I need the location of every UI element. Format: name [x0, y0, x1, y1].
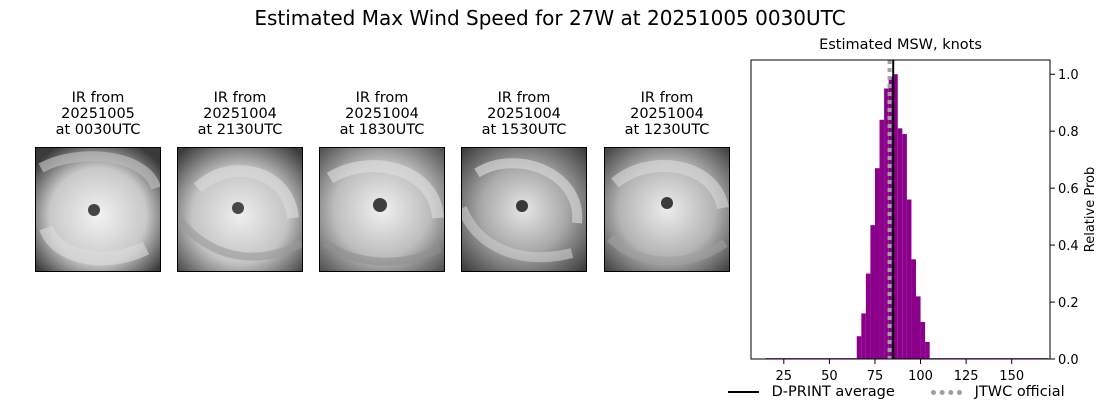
- ir-panel-caption-line: IR from: [640, 90, 694, 106]
- ir-panel-date: 20251004: [487, 106, 561, 122]
- legend-jtwc-label: JTWC official: [974, 384, 1065, 400]
- histogram-bar: [856, 336, 862, 359]
- figure-title: Estimated Max Wind Speed for 27W at 2025…: [254, 6, 846, 30]
- ir-panel-title: IR from 20251005 at 0030UTC: [35, 90, 161, 138]
- ir-panel-5: IR from 20251004 at 1230UTC: [604, 90, 730, 138]
- histogram-bar: [915, 296, 921, 359]
- ir-image-graphic: [320, 148, 444, 271]
- x-tick-label: 125: [954, 369, 979, 380]
- ir-panel-1: IR from 20251005 at 0030UTC: [35, 90, 161, 138]
- ir-panel-time: at 0030UTC: [55, 122, 141, 138]
- histogram-bar: [865, 273, 871, 359]
- histogram-bar: [902, 134, 907, 359]
- ir-panel-title: IR from 20251004 at 2130UTC: [177, 90, 303, 138]
- ir-panel-title: IR from 20251004 at 1230UTC: [604, 90, 730, 138]
- plot-frame: [750, 59, 1051, 360]
- y-tick-label: 0.0: [1058, 353, 1079, 368]
- x-tick-label: 75: [867, 369, 884, 380]
- ir-image-1: [35, 147, 161, 272]
- ir-image-2: [177, 147, 303, 272]
- ir-panel-time: at 1230UTC: [624, 122, 710, 138]
- ir-panel-caption-line: IR from: [213, 90, 267, 106]
- ir-panel-time: at 1830UTC: [339, 122, 425, 138]
- y-tick-label: 0.8: [1058, 125, 1079, 140]
- y-axis-label: Relative Prob: [1083, 167, 1098, 252]
- chart-title: Estimated MSW, knots: [819, 37, 982, 53]
- histogram-bar: [884, 88, 889, 359]
- legend-jtwc-swatch: [931, 389, 962, 395]
- ir-image-graphic: [605, 148, 729, 271]
- x-tick-label: 50: [821, 369, 838, 380]
- histogram-bar: [925, 341, 930, 359]
- ir-panel-title: IR from 20251004 at 1530UTC: [461, 90, 587, 138]
- ir-panel-caption-line: IR from: [355, 90, 409, 106]
- ir-image-5: [604, 147, 730, 272]
- ir-image-graphic: [36, 148, 160, 271]
- ir-panel-title: IR from 20251004 at 1830UTC: [319, 90, 445, 138]
- ir-panel-date: 20251004: [630, 106, 704, 122]
- ir-panel-time: at 2130UTC: [197, 122, 283, 138]
- legend-jtwc: JTWC official: [931, 384, 1065, 400]
- y-tick-label: 0.6: [1058, 182, 1079, 197]
- ir-panel-caption-line: IR from: [497, 90, 551, 106]
- y-tick-label: 0.4: [1058, 239, 1079, 254]
- ir-panel-date: 20251005: [61, 106, 135, 122]
- ir-panel-caption-line: IR from: [71, 90, 125, 106]
- ir-image-3: [319, 147, 445, 272]
- ir-image-graphic: [462, 148, 586, 271]
- x-tick-label: 150: [999, 369, 1024, 380]
- msw-histogram-chart: Estimated MSW, knots 25 50 75 100 125 150 0.0 0.…: [750, 37, 1098, 380]
- ir-panel-date: 20251004: [203, 106, 277, 122]
- histogram-bar: [874, 168, 880, 359]
- histogram-bar: [920, 321, 926, 359]
- legend-dprint: D-PRINT average: [728, 384, 895, 400]
- y-tick-label: 0.2: [1058, 296, 1079, 311]
- ir-image-4: [461, 147, 587, 272]
- ir-image-graphic: [178, 148, 302, 271]
- histogram-bar: [911, 259, 916, 359]
- histogram-bar: [897, 128, 903, 359]
- ir-panel-4: IR from 20251004 at 1530UTC: [461, 90, 587, 138]
- histogram-bar: [879, 119, 885, 359]
- histogram-bar: [893, 74, 898, 359]
- ir-panel-3: IR from 20251004 at 1830UTC: [319, 90, 445, 138]
- histogram-bar: [870, 225, 875, 359]
- histogram-bar: [861, 313, 866, 359]
- ir-panel-2: IR from 20251004 at 2130UTC: [177, 90, 303, 138]
- ir-panel-date: 20251004: [345, 106, 419, 122]
- legend-dprint-label: D-PRINT average: [771, 384, 895, 400]
- legend-dprint-swatch: [728, 391, 759, 393]
- histogram-bar: [888, 77, 894, 360]
- x-tick-label: 25: [776, 369, 793, 380]
- y-tick-label: 1.0: [1058, 68, 1079, 83]
- x-tick-label: 100: [908, 369, 933, 380]
- histogram-bar: [906, 199, 912, 359]
- ir-panel-time: at 1530UTC: [481, 122, 567, 138]
